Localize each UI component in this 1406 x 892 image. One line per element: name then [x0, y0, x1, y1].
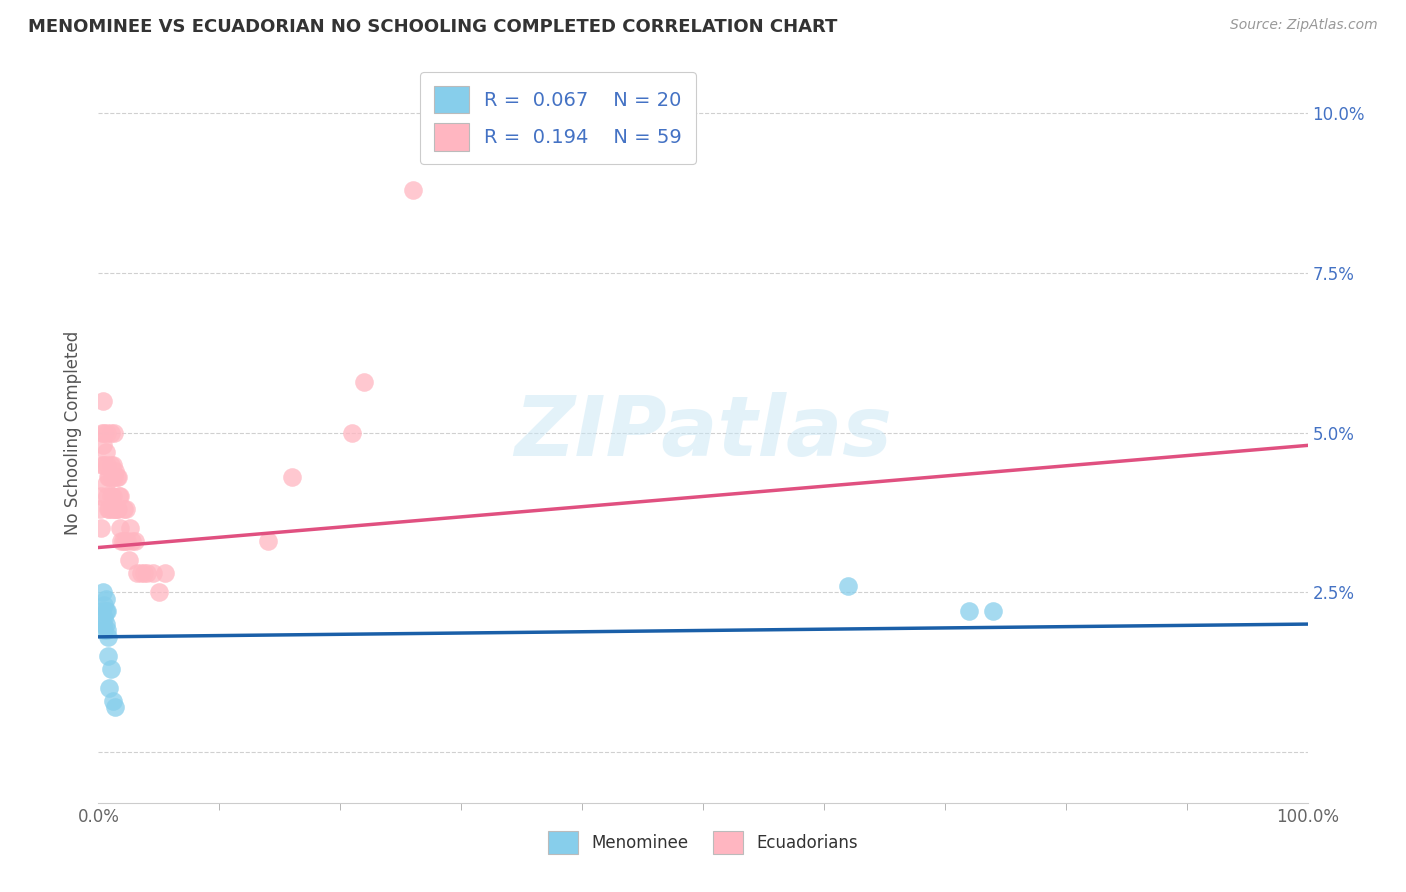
Point	[91, 617, 114, 632]
Point	[112, 502, 135, 516]
Point	[100, 458, 122, 472]
Point	[837, 579, 859, 593]
Point	[111, 534, 134, 549]
Point	[127, 566, 149, 580]
Point	[142, 566, 165, 580]
Point	[101, 458, 124, 472]
Point	[105, 470, 128, 484]
Text: Source: ZipAtlas.com: Source: ZipAtlas.com	[1230, 18, 1378, 32]
Point	[94, 604, 117, 618]
Point	[101, 694, 124, 708]
Point	[94, 591, 117, 606]
Point	[93, 425, 115, 440]
Point	[93, 458, 115, 472]
Point	[97, 648, 120, 663]
Point	[118, 553, 141, 567]
Point	[153, 566, 176, 580]
Point	[256, 534, 278, 549]
Point	[114, 534, 136, 549]
Point	[100, 662, 122, 676]
Point	[281, 470, 304, 484]
Point	[121, 534, 143, 549]
Point	[107, 470, 129, 484]
Point	[134, 566, 156, 580]
Point	[104, 700, 127, 714]
Point	[93, 598, 115, 612]
Point	[105, 502, 128, 516]
Point	[124, 534, 146, 549]
Point	[97, 502, 120, 516]
Point	[342, 425, 364, 440]
Point	[110, 534, 132, 549]
Point	[118, 521, 141, 535]
Y-axis label: No Schooling Completed: No Schooling Completed	[65, 331, 83, 534]
Point	[94, 476, 117, 491]
Point	[90, 521, 112, 535]
Point	[117, 534, 139, 549]
Point	[98, 502, 121, 516]
Point	[108, 490, 131, 504]
Point	[90, 490, 112, 504]
Point	[91, 458, 114, 472]
Point	[98, 470, 121, 484]
Point	[107, 502, 129, 516]
Point	[89, 502, 111, 516]
Point	[94, 444, 117, 458]
Point	[97, 470, 120, 484]
Point	[104, 464, 127, 478]
Point	[91, 438, 114, 452]
Point	[91, 393, 114, 408]
Point	[91, 425, 114, 440]
Point	[135, 566, 157, 580]
Point	[96, 624, 118, 638]
Point	[100, 425, 122, 440]
Point	[103, 425, 125, 440]
Point	[148, 585, 170, 599]
Point	[96, 604, 118, 618]
Point	[91, 585, 114, 599]
Point	[100, 490, 122, 504]
Point	[129, 566, 152, 580]
Point	[93, 624, 115, 638]
Text: ZIPatlas: ZIPatlas	[515, 392, 891, 473]
Point	[96, 425, 118, 440]
Point	[108, 490, 131, 504]
Point	[97, 630, 120, 644]
Point	[100, 470, 122, 484]
Point	[93, 610, 115, 624]
Point	[104, 502, 127, 516]
Point	[96, 458, 118, 472]
Point	[981, 604, 1004, 618]
Point	[353, 375, 375, 389]
Point	[103, 470, 125, 484]
Point	[96, 490, 118, 504]
Text: MENOMINEE VS ECUADORIAN NO SCHOOLING COMPLETED CORRELATION CHART: MENOMINEE VS ECUADORIAN NO SCHOOLING COM…	[28, 18, 838, 36]
Legend: Menominee, Ecuadorians: Menominee, Ecuadorians	[541, 824, 865, 861]
Point	[103, 502, 125, 516]
Point	[101, 490, 124, 504]
Point	[100, 502, 122, 516]
Point	[402, 183, 425, 197]
Point	[98, 681, 121, 695]
Point	[957, 604, 980, 618]
Point	[108, 521, 131, 535]
Point	[91, 604, 114, 618]
Point	[115, 502, 138, 516]
Point	[94, 617, 117, 632]
